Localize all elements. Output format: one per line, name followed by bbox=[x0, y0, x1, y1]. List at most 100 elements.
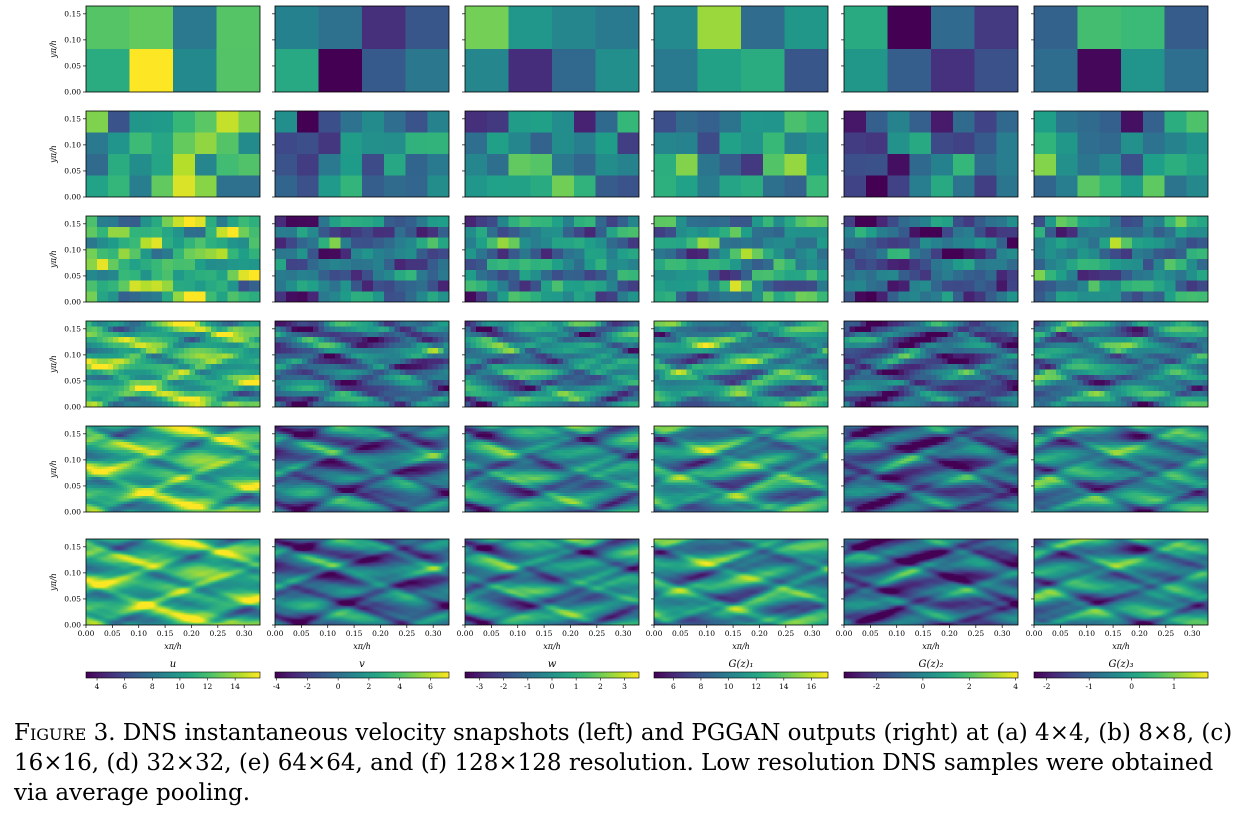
heatmap-panel bbox=[651, 5, 829, 93]
heatmap-image bbox=[465, 216, 639, 302]
heatmap-panel bbox=[462, 215, 640, 303]
x-tick-label: 0.05 bbox=[104, 629, 121, 638]
y-tick-label: 0.05 bbox=[64, 271, 81, 280]
x-tick-label: 0.05 bbox=[672, 629, 689, 638]
panel-frame bbox=[653, 215, 829, 303]
panel-frame bbox=[843, 5, 1019, 93]
x-tick-label: 0.25 bbox=[588, 629, 605, 638]
panel-frame bbox=[85, 215, 261, 303]
heatmap-panel bbox=[462, 5, 640, 93]
colorbar-gradient bbox=[274, 671, 450, 679]
colorbar-tick-label: 4 bbox=[1013, 682, 1018, 691]
heatmap-image bbox=[465, 539, 639, 625]
heatmap-image bbox=[1034, 6, 1208, 92]
colorbar-label: G(z)₂ bbox=[918, 659, 943, 670]
heatmap-image bbox=[654, 111, 828, 197]
heatmap-panel bbox=[841, 320, 1019, 408]
heatmap-image bbox=[86, 539, 260, 625]
heatmap-image bbox=[465, 111, 639, 197]
x-tick-label: 0.10 bbox=[698, 629, 715, 638]
panel-frame bbox=[464, 5, 640, 93]
heatmap-image bbox=[86, 6, 260, 92]
heatmap-image bbox=[1034, 539, 1208, 625]
y-tick-label: 0.10 bbox=[64, 35, 81, 44]
panel-frame bbox=[464, 425, 640, 513]
colorbar-tick-label: -1 bbox=[524, 682, 531, 691]
colorbar-tick-label: 2 bbox=[598, 682, 603, 691]
heatmap-panel bbox=[841, 425, 1019, 513]
y-tick-label: 0.00 bbox=[64, 508, 81, 517]
x-tick-label: 0.25 bbox=[777, 629, 794, 638]
panel-frame bbox=[274, 215, 450, 303]
heatmap-panel bbox=[651, 320, 829, 408]
x-tick-label: 0.00 bbox=[836, 629, 853, 638]
x-tick-label: 0.20 bbox=[562, 629, 579, 638]
colorbar-tick-label: 4 bbox=[95, 682, 100, 691]
y-tick-label: 0.10 bbox=[64, 245, 81, 254]
x-tick-label: 0.05 bbox=[1052, 629, 1069, 638]
colorbar-tick-label: 6 bbox=[428, 682, 433, 691]
x-tick-label: 0.15 bbox=[157, 629, 174, 638]
x-tick-label: 0.30 bbox=[994, 629, 1011, 638]
panel-frame bbox=[274, 110, 450, 198]
colorbar-tick-label: -2 bbox=[1043, 682, 1051, 691]
y-axis-label: yπ/h bbox=[49, 145, 58, 164]
colorbar-tick-label: 2 bbox=[367, 682, 372, 691]
colorbar-gradient bbox=[843, 671, 1019, 679]
panel-frame bbox=[85, 5, 261, 93]
x-tick-label: 0.30 bbox=[804, 629, 821, 638]
heatmap-image bbox=[275, 216, 449, 302]
heatmap-image bbox=[844, 216, 1018, 302]
colorbar-label: w bbox=[548, 659, 557, 670]
heatmap-image bbox=[275, 111, 449, 197]
x-tick-label: 0.05 bbox=[862, 629, 879, 638]
x-tick-label: 0.30 bbox=[615, 629, 632, 638]
heatmap-image bbox=[86, 321, 260, 407]
y-tick-label: 0.05 bbox=[64, 376, 81, 385]
x-axis-label: xπ/h bbox=[732, 642, 750, 651]
panel-frame bbox=[653, 110, 829, 198]
colorbar-tick-label: 8 bbox=[699, 682, 704, 691]
y-tick-label: 0.00 bbox=[64, 298, 81, 307]
heatmap-image bbox=[654, 216, 828, 302]
colorbar-gradient bbox=[464, 671, 640, 679]
panel-frame bbox=[274, 5, 450, 93]
panel-frame bbox=[843, 320, 1019, 408]
x-axis-label: xπ/h bbox=[543, 642, 561, 651]
heatmap-panel bbox=[651, 215, 829, 303]
x-tick-label: 0.00 bbox=[1026, 629, 1043, 638]
y-tick-label: 0.00 bbox=[64, 621, 81, 630]
colorbar: v -4 -2 0 2 4 6 bbox=[273, 659, 450, 691]
colorbar-tick-label: 12 bbox=[751, 682, 761, 691]
heatmap-panel: 0.00 0.05 0.10 0.15 0.20 0.25 0.30 xπ/h bbox=[836, 538, 1019, 651]
x-tick-label: 0.15 bbox=[536, 629, 553, 638]
heatmap-image bbox=[654, 426, 828, 512]
x-tick-label: 0.20 bbox=[372, 629, 389, 638]
colorbar-tick-label: 2 bbox=[967, 682, 972, 691]
heatmap-panel bbox=[1031, 425, 1209, 513]
y-tick-label: 0.15 bbox=[64, 324, 81, 333]
x-tick-label: 0.30 bbox=[236, 629, 253, 638]
colorbar: w -3 -2 -1 0 1 2 3 bbox=[464, 659, 640, 691]
panel-frame bbox=[1033, 320, 1209, 408]
heatmap-panel bbox=[1031, 110, 1209, 198]
heatmap-image bbox=[465, 6, 639, 92]
heatmap-panel: 0.00 0.05 0.10 0.15 yπ/h bbox=[49, 425, 261, 517]
heatmap-panel bbox=[272, 215, 450, 303]
panel-frame bbox=[1033, 110, 1209, 198]
x-tick-label: 0.10 bbox=[509, 629, 526, 638]
x-tick-label: 0.15 bbox=[725, 629, 742, 638]
heatmap-panel bbox=[841, 5, 1019, 93]
colorbar-gradient bbox=[653, 671, 829, 679]
heatmap-image bbox=[275, 539, 449, 625]
panel-frame bbox=[843, 110, 1019, 198]
y-axis-label: yπ/h bbox=[49, 573, 58, 592]
x-tick-label: 0.25 bbox=[398, 629, 415, 638]
y-axis-label: yπ/h bbox=[49, 355, 58, 374]
colorbar: u 4 6 8 10 12 14 bbox=[85, 659, 261, 691]
x-tick-label: 0.30 bbox=[1184, 629, 1201, 638]
y-tick-label: 0.05 bbox=[64, 61, 81, 70]
colorbar-tick-label: 10 bbox=[175, 682, 185, 691]
heatmap-image bbox=[275, 6, 449, 92]
heatmap-panel bbox=[1031, 215, 1209, 303]
